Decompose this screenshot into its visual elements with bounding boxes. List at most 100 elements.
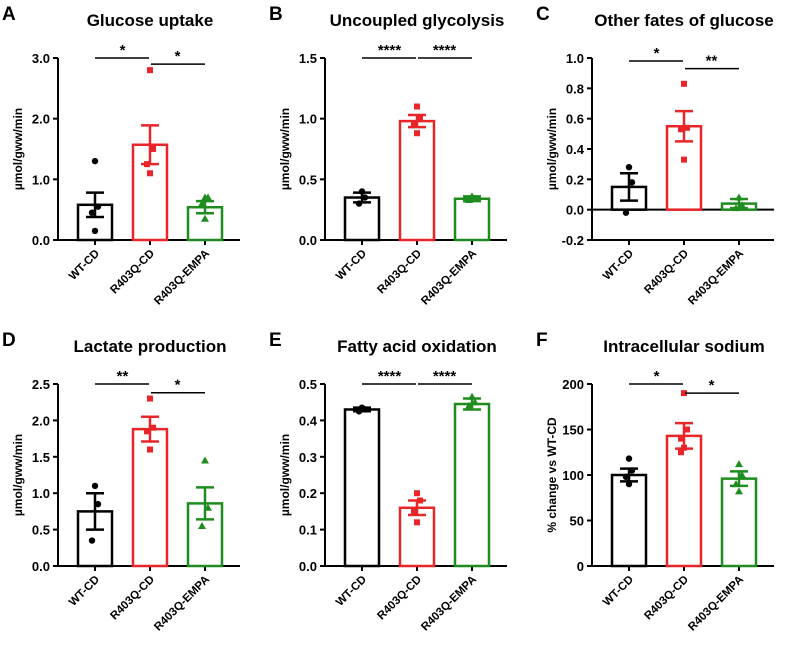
- panel-b: B Uncoupled glycolysis µmol/gww/min 0.0 0.5 1…: [269, 4, 507, 307]
- x-tick-label: WT-CD: [67, 248, 102, 283]
- data-point: [414, 490, 420, 497]
- data-point: [91, 482, 99, 490]
- x-tick-label: R403Q-EMPA: [152, 574, 212, 634]
- data-point: [204, 503, 212, 511]
- significance-label: *: [175, 377, 181, 394]
- y-tick-label: 2.5: [32, 377, 50, 392]
- panel-f: F Intracellular sodium % change vs WT-CD 0 5…: [536, 330, 774, 633]
- x-tick-label: WT-CD: [601, 574, 636, 609]
- panel-c: C Other fates of glucose µmol/gww/min -0.2 0…: [536, 4, 774, 307]
- chart-title: Glucose uptake: [87, 11, 214, 30]
- data-point: [147, 170, 153, 177]
- data-point: [411, 121, 417, 128]
- y-tick-label: 1.5: [299, 51, 317, 66]
- data-point: [681, 156, 687, 163]
- chart-title: Intracellular sodium: [603, 337, 765, 356]
- y-tick-label: 1.0: [566, 51, 584, 66]
- y-tick-label: 0.2: [299, 486, 317, 501]
- y-tick-label: 0.2: [566, 172, 584, 187]
- data-point: [628, 179, 636, 186]
- data-point: [204, 193, 212, 201]
- y-tick-label: 1.0: [299, 112, 317, 127]
- data-point: [198, 199, 206, 207]
- data-point: [625, 480, 633, 488]
- y-tick-label: 100: [562, 468, 584, 483]
- y-tick-label: 0.0: [299, 233, 317, 248]
- y-tick-label: 2.0: [32, 413, 50, 428]
- data-point: [622, 209, 630, 216]
- y-tick-label: 0.1: [299, 523, 317, 538]
- data-point: [738, 471, 746, 478]
- y-axis-label: µmol/gww/min: [278, 108, 292, 190]
- data-point: [91, 157, 99, 165]
- data-point: [684, 426, 690, 433]
- data-point: [735, 193, 743, 201]
- bar: [453, 197, 491, 242]
- data-point: [414, 519, 420, 526]
- data-point: [201, 214, 209, 222]
- data-point: [147, 395, 153, 402]
- data-point: [144, 161, 150, 168]
- bar: [398, 119, 436, 242]
- x-tick-label: R403Q-EMPA: [152, 248, 212, 308]
- data-point: [150, 424, 156, 431]
- panel-label: A: [2, 4, 16, 25]
- data-point: [735, 460, 743, 468]
- panel-a: A Glucose uptake µmol/gww/min 0.0 1.0 2.0 3.0 W…: [2, 4, 240, 307]
- panel-d: D Lactate production µmol/gww/min 0.0 0.5 1.0…: [2, 330, 240, 633]
- data-point: [678, 126, 684, 133]
- bar: [343, 408, 381, 568]
- data-point: [147, 446, 153, 453]
- x-tick-label: R403Q-CD: [108, 574, 157, 623]
- y-axis-label: µmol/gww/min: [11, 108, 25, 190]
- significance-label: ****: [378, 368, 402, 385]
- y-tick-label: -0.2: [562, 233, 584, 248]
- data-point: [417, 115, 423, 122]
- data-point: [681, 444, 687, 451]
- data-point: [735, 487, 743, 495]
- chart-title: Fatty acid oxidation: [337, 337, 497, 356]
- significance-label: *: [120, 42, 126, 59]
- data-point: [738, 201, 746, 209]
- data-point: [150, 146, 156, 152]
- y-tick-label: 150: [562, 423, 584, 438]
- bar: [453, 402, 491, 568]
- y-tick-label: 200: [562, 377, 584, 392]
- x-tick-label: R403Q-CD: [375, 574, 424, 623]
- data-point: [622, 473, 630, 481]
- panel-label: E: [269, 330, 282, 351]
- significance-label: ****: [433, 368, 457, 385]
- chart-title: Other fates of glucose: [594, 11, 773, 30]
- y-tick-label: 0.4: [299, 413, 318, 428]
- data-point: [625, 164, 633, 171]
- data-point: [361, 194, 369, 201]
- y-tick-label: 1.0: [32, 486, 50, 501]
- data-point: [411, 508, 417, 515]
- chart-title: Lactate production: [73, 337, 226, 356]
- panel-label: F: [536, 330, 548, 351]
- data-point: [468, 392, 476, 400]
- bar: [398, 506, 436, 568]
- data-point: [681, 390, 687, 397]
- data-point: [361, 406, 369, 413]
- x-tick-label: R403Q-CD: [642, 248, 691, 297]
- y-axis-label: µmol/gww/min: [278, 434, 292, 516]
- data-point: [414, 130, 420, 137]
- data-point: [417, 497, 423, 504]
- bar: [610, 473, 648, 568]
- y-tick-label: 0.6: [566, 112, 584, 127]
- data-point: [684, 124, 690, 131]
- y-tick-label: 1.5: [32, 450, 50, 465]
- significance-label: *: [654, 368, 660, 385]
- data-point: [414, 103, 420, 110]
- y-tick-label: 0.3: [299, 450, 317, 465]
- data-point: [355, 408, 363, 415]
- chart-title: Uncoupled glycolysis: [330, 11, 505, 30]
- y-tick-label: 0.0: [299, 559, 317, 574]
- data-point: [681, 80, 687, 87]
- x-tick-label: R403Q-CD: [375, 248, 424, 297]
- x-tick-label: R403Q-EMPA: [686, 248, 746, 308]
- panel-e: E Fatty acid oxidation µmol/gww/min 0.0 0.1 0…: [269, 330, 507, 633]
- data-point: [465, 195, 473, 203]
- data-point: [625, 455, 633, 462]
